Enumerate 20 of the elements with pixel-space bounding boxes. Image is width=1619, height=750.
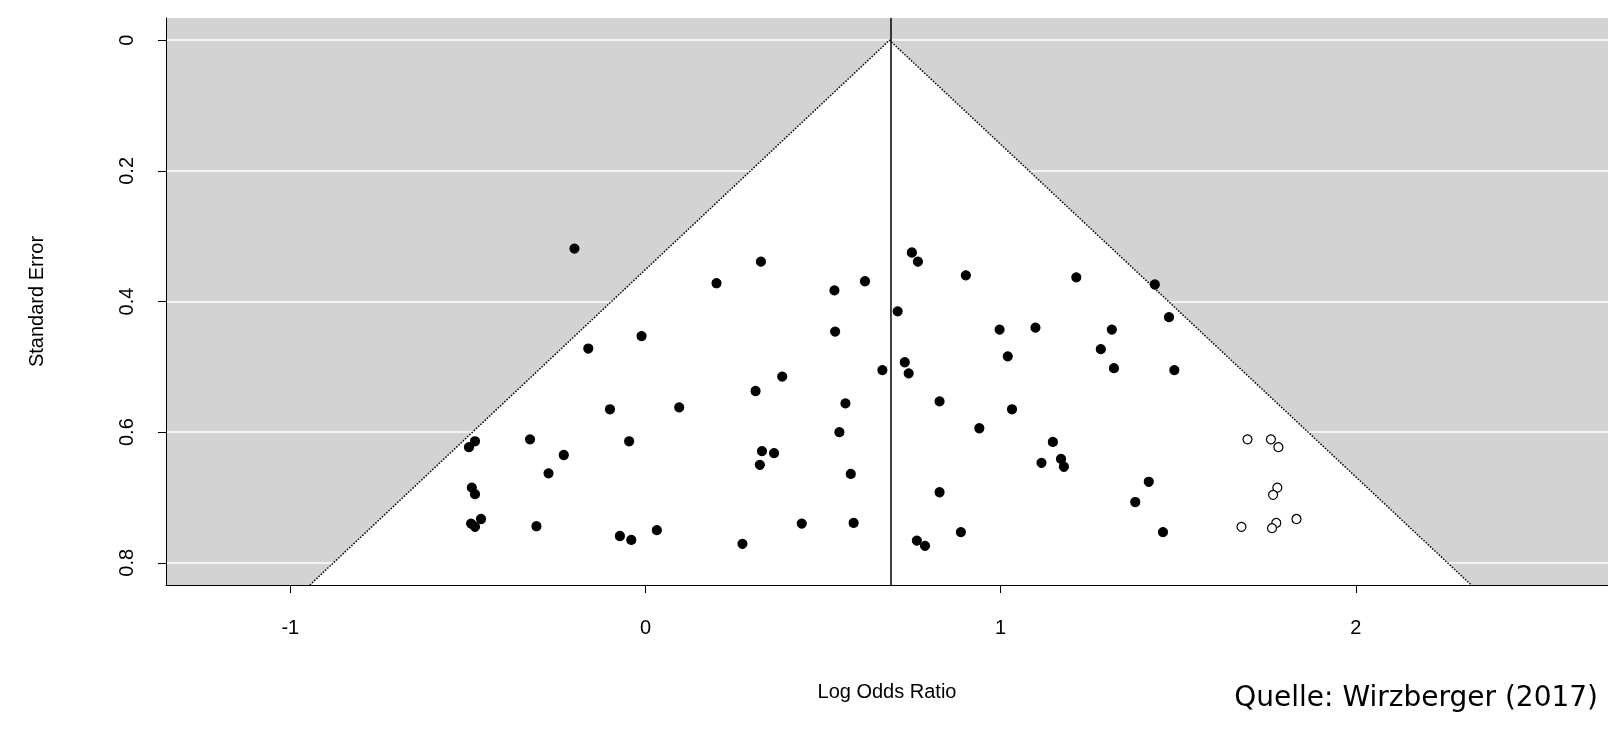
x-tick-label: 1 [995, 616, 1007, 638]
y-axis-title: Standard Error [25, 235, 47, 368]
point [1236, 521, 1247, 532]
x-axis-title: Log Odds Ratio [817, 680, 957, 702]
point [1291, 513, 1302, 525]
y-tick-label: 0.4 [115, 287, 137, 316]
x-tick-label: -1 [281, 616, 300, 638]
point [1272, 482, 1283, 493]
y-tick-label: 0.8 [115, 548, 137, 577]
y-tick-label: 0.2 [115, 156, 137, 185]
point [1273, 442, 1284, 453]
point [1242, 434, 1253, 445]
x-tick-label: 2 [1350, 616, 1362, 638]
y-tick-label: 0 [115, 34, 137, 46]
point [1266, 523, 1278, 534]
point [1267, 489, 1279, 500]
y-tick-label: 0.6 [115, 418, 137, 447]
x-tick-label: 0 [639, 616, 652, 638]
source-note: Quelle: Wirzberger (2017) [1234, 679, 1599, 713]
point [1265, 434, 1277, 445]
